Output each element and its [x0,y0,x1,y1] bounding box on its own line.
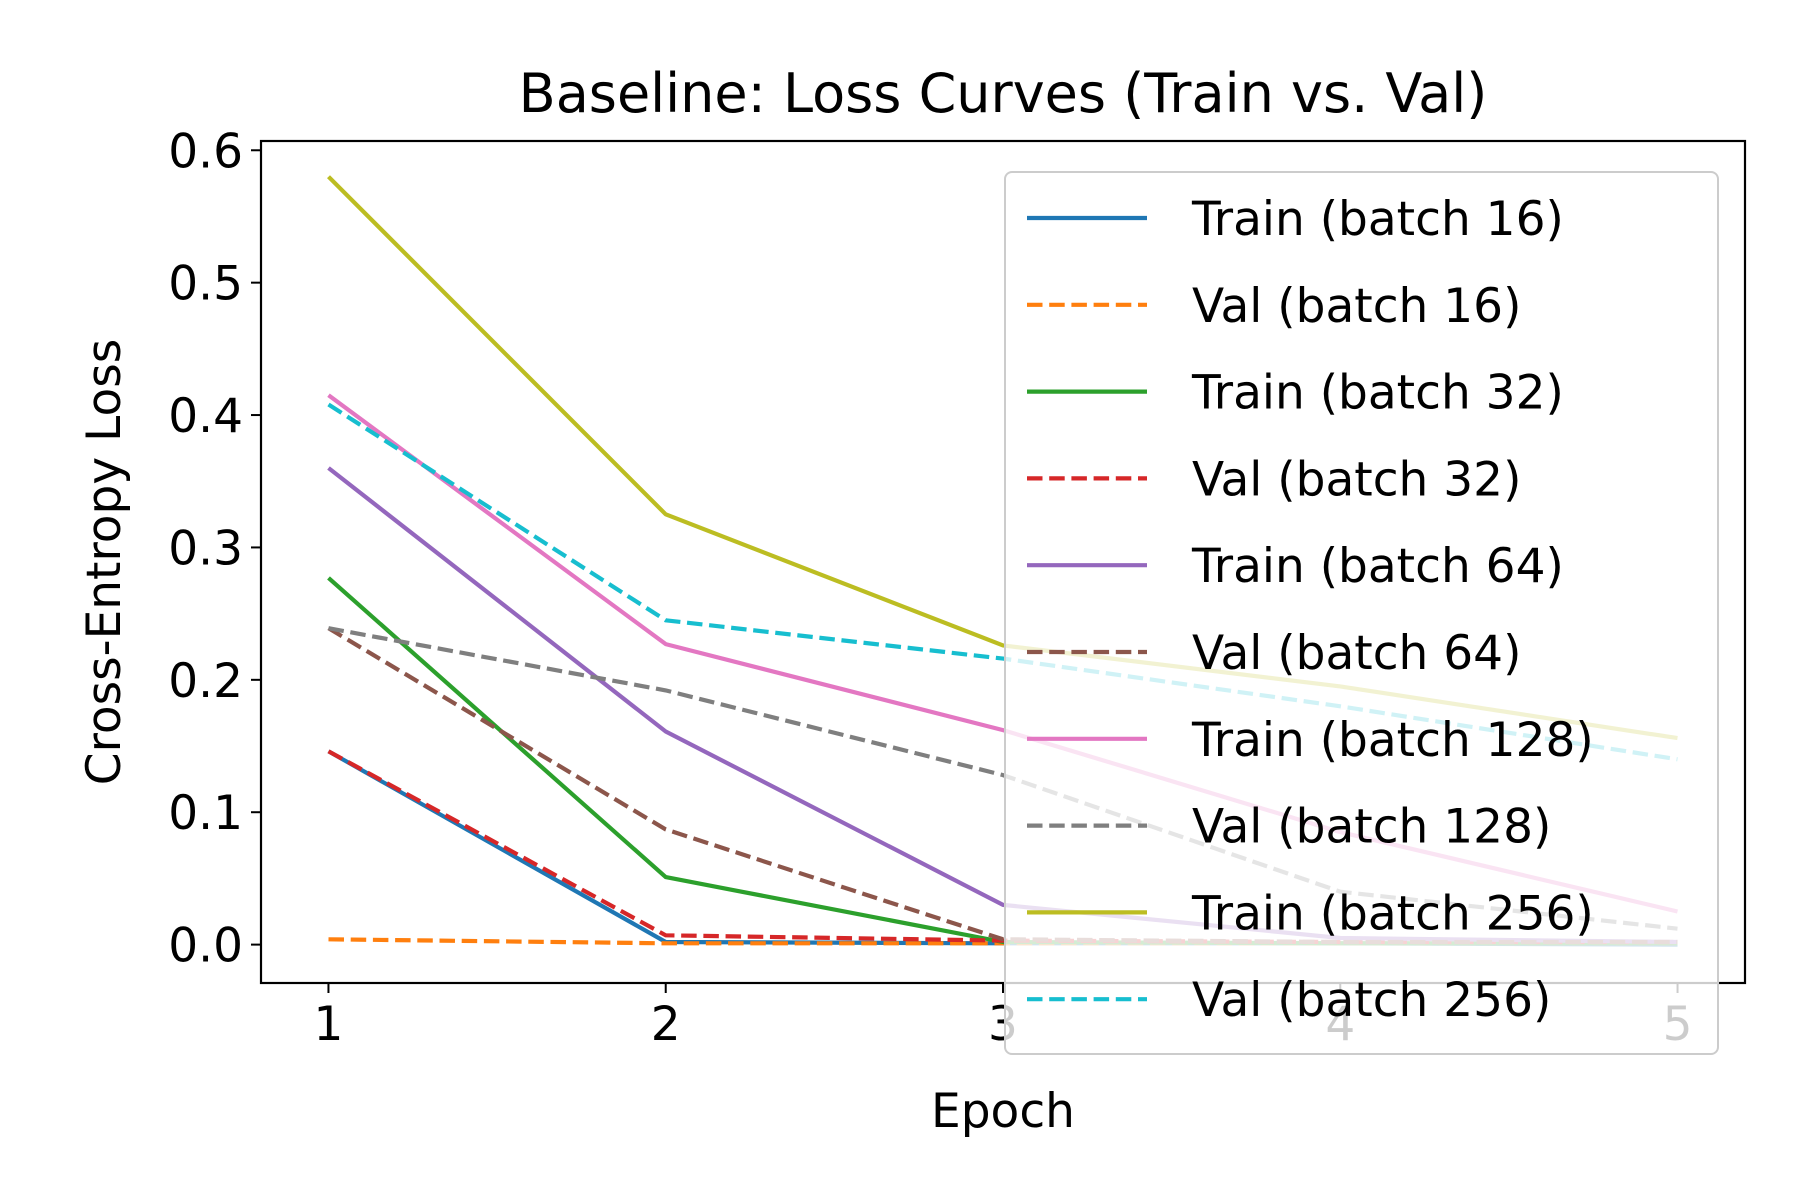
legend-box [1004,171,1719,1055]
legend: Train (batch 16) Val (batch 16) Train (bat… [1004,171,1719,1055]
legend-entry-label: Train (batch 16) [1191,192,1564,247]
y-tick-label: 0.3 [168,521,243,576]
x-axis-label: Epoch [931,1084,1075,1139]
legend-entry-label: Train (batch 32) [1191,366,1564,421]
y-tick-label: 0.2 [168,654,243,709]
legend-entry-label: Train (batch 256) [1191,886,1594,941]
legend-entry-label: Val (batch 16) [1192,279,1521,334]
y-tick-label: 0.6 [168,124,243,179]
legend-entry-label: Train (batch 128) [1191,713,1594,768]
legend-entry-label: Val (batch 32) [1192,452,1521,507]
y-tick-label: 0.1 [168,786,243,841]
series-line-6 [327,626,1678,945]
legend-entry-label: Val (batch 256) [1192,973,1551,1028]
legend-entry-label: Train (batch 64) [1191,539,1564,594]
chart-title: Baseline: Loss Curves (Train vs. Val) [519,62,1488,125]
y-tick-label: 0.0 [168,919,243,974]
y-tick-label: 0.5 [168,257,243,312]
x-tick-label: 1 [314,997,344,1052]
legend-entry-label: Val (batch 128) [1192,800,1551,855]
y-tick-label: 0.4 [168,389,243,444]
x-tick-label: 2 [651,997,681,1052]
legend-entry-label: Val (batch 64) [1192,626,1521,681]
y-axis-label: Cross-Entropy Loss [77,339,132,785]
series-line-10 [327,402,1678,762]
